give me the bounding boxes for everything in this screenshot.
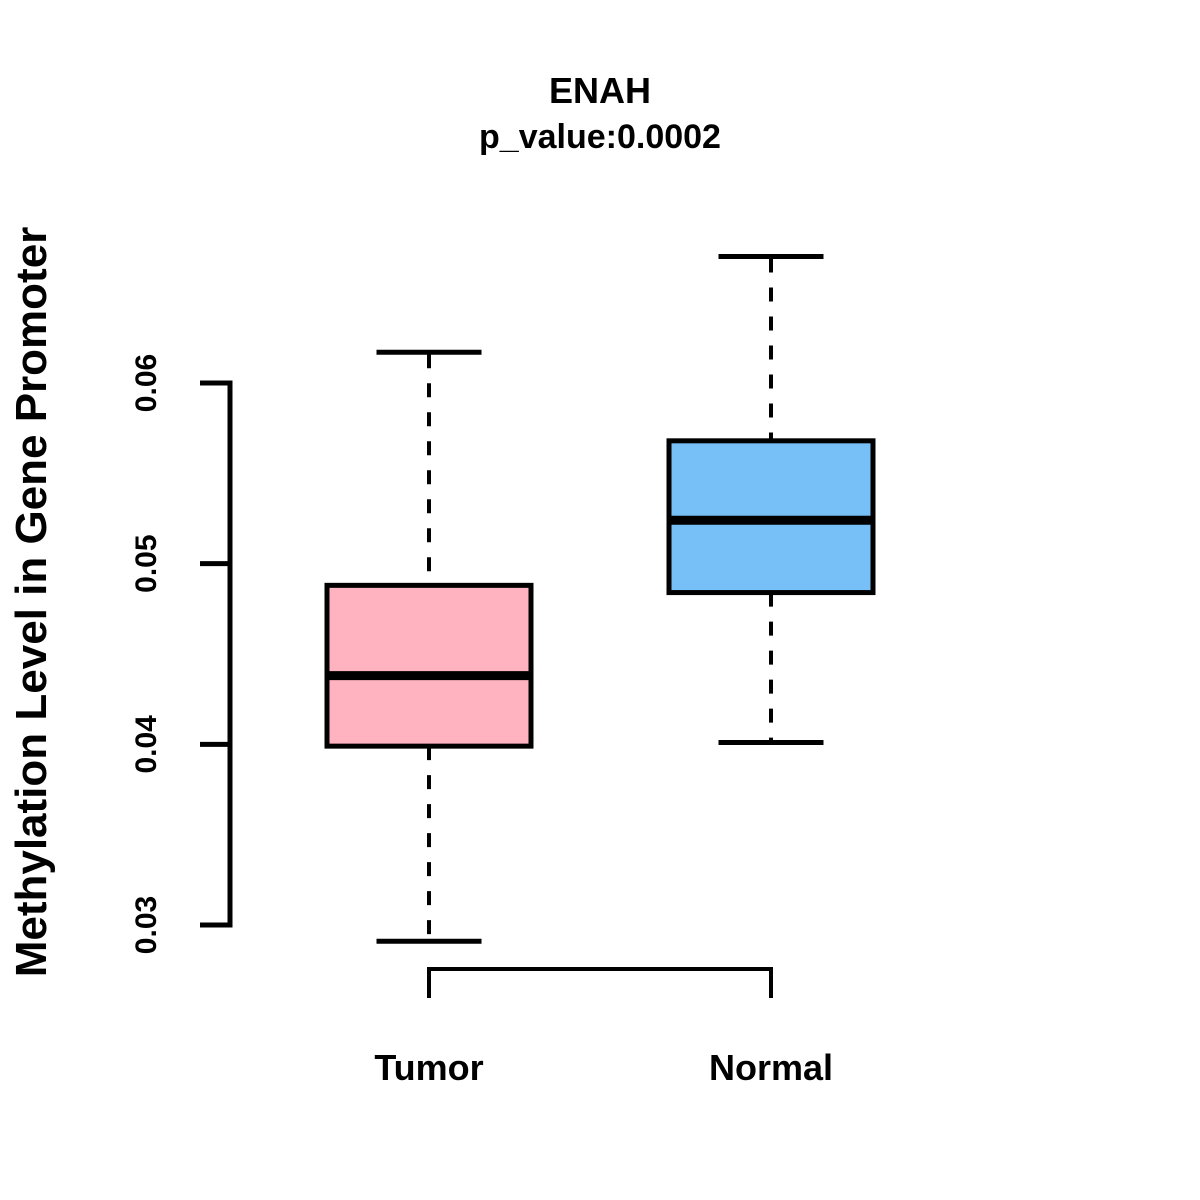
box-tumor	[324, 582, 534, 749]
y-axis-title: Methylation Level in Gene Promoter	[7, 227, 56, 978]
chart-title: ENAH	[549, 70, 651, 111]
y-tick-label: 0.04	[130, 715, 163, 774]
x-tick-label-tumor: Tumor	[374, 1047, 483, 1088]
x-tick-label-normal: Normal	[709, 1047, 833, 1088]
x-axis-line	[427, 967, 773, 998]
y-tick-label: 0.05	[130, 534, 163, 592]
y-tick-label: 0.03	[130, 896, 163, 954]
plot-shapes: 0.03 0.04 0.05 0.06	[130, 254, 876, 998]
y-tick-label: 0.06	[130, 354, 163, 412]
chart-subtitle: p_value:0.0002	[479, 118, 721, 156]
